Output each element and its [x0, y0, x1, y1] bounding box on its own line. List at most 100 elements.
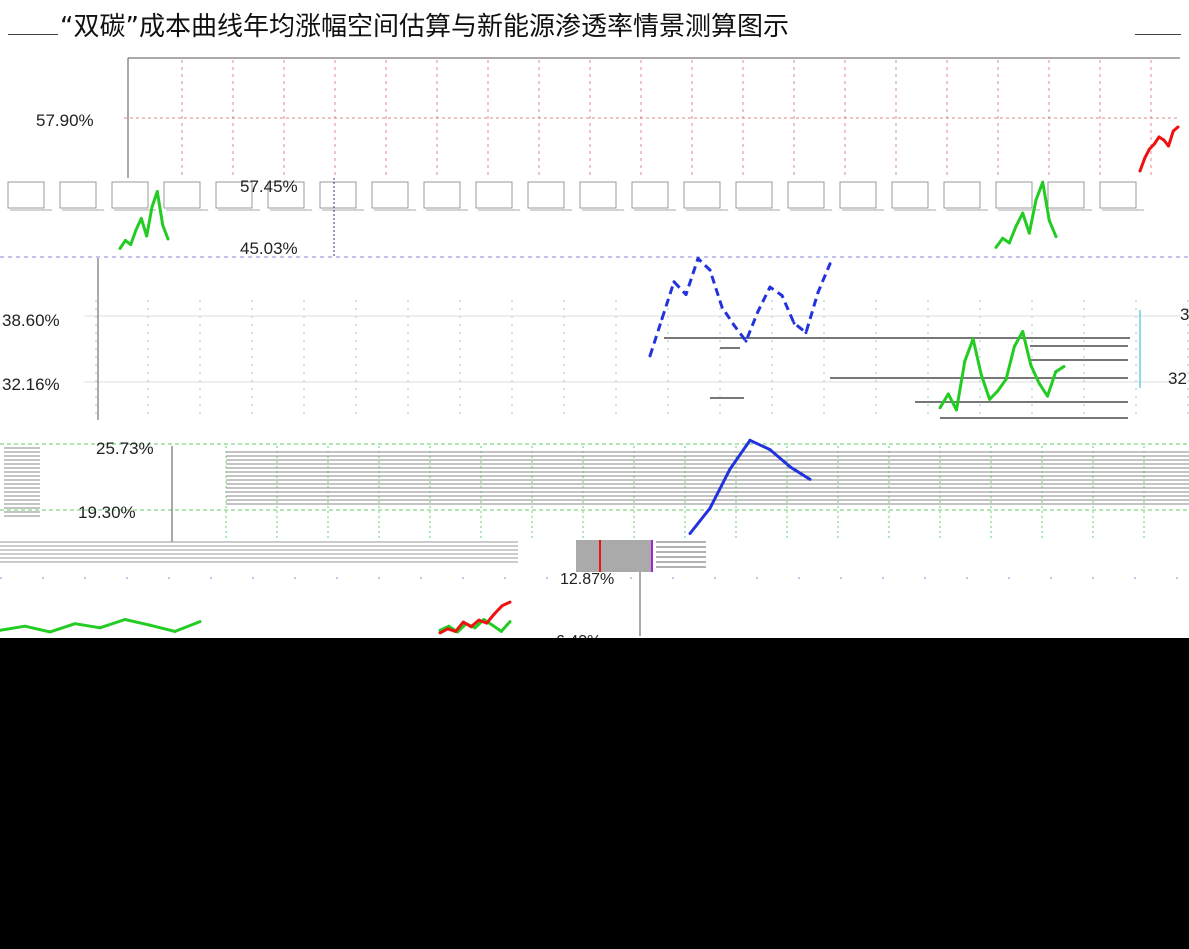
data-point-middle-blue: [660, 317, 664, 321]
data-point-middle-green: [955, 408, 958, 412]
data-point-middle-blue: [792, 321, 796, 325]
data-point-middle-green: [996, 389, 1000, 393]
ytick-label-12-87: 12.87%: [560, 571, 614, 588]
upper-band-bg: [0, 176, 1189, 258]
series-line-middle-upper-green: [994, 180, 1058, 249]
upper-band-box: [111, 181, 149, 209]
upper-band-box: [371, 181, 409, 209]
data-point-lower-blue: [728, 467, 732, 471]
data-point-bottom-red: [485, 621, 489, 625]
series-line-middle-green: [938, 330, 1065, 412]
data-point-middle-blue: [648, 354, 652, 358]
upper-band-box: [423, 181, 461, 209]
upper-band-box: [59, 181, 97, 209]
side-label-right-lower: 32: [1168, 369, 1187, 388]
upper-band-box: [267, 181, 305, 209]
data-point-middle-green: [963, 359, 967, 363]
data-point-middle-green: [1046, 394, 1049, 398]
data-point-middle-blue: [672, 280, 676, 284]
data-point-middle-upper-green: [1034, 198, 1038, 202]
data-point-middle-upper-green: [145, 234, 149, 238]
data-point-top-red: [1152, 142, 1156, 146]
data-point-bottom-red: [508, 600, 512, 604]
data-point-bottom-red: [500, 604, 504, 608]
data-point-middle-blue: [828, 262, 832, 266]
data-point-middle-green: [1021, 330, 1025, 333]
data-point-middle-blue: [720, 305, 724, 309]
data-point-middle-upper-green: [1014, 224, 1018, 228]
data-point-middle-green: [988, 397, 992, 401]
data-point-middle-upper-green: [166, 237, 170, 241]
data-point-bottom-green: [491, 623, 494, 627]
data-point-middle-upper-green: [1054, 235, 1058, 239]
data-point-middle-green: [946, 392, 950, 396]
data-point-middle-upper-green: [1007, 241, 1011, 245]
data-point-middle-blue: [732, 323, 736, 327]
data-point-middle-upper-green: [1021, 211, 1025, 215]
ytick-label-19-30: 19.30%: [78, 503, 136, 522]
data-point-bottom-green: [499, 629, 503, 633]
upper-band-box: [943, 181, 981, 209]
blacked-out-region: [0, 638, 1189, 949]
upper-band-box: [475, 181, 513, 209]
data-point-middle-green: [1054, 370, 1058, 374]
data-point-middle-green: [1037, 381, 1041, 385]
data-point-middle-green: [1012, 344, 1016, 348]
data-point-middle-upper-green: [1041, 180, 1045, 184]
data-point-bottom-green: [73, 622, 77, 626]
lower-band-label-box: [42, 452, 222, 542]
data-point-middle-blue: [804, 331, 808, 335]
data-point-bottom-green: [473, 626, 477, 630]
upper-band-box: [7, 181, 45, 209]
data-point-middle-upper-green: [118, 247, 122, 250]
upper-band-box: [1047, 181, 1085, 209]
ytick-label-45-03: 45.03%: [240, 239, 298, 258]
upper-band-box: [787, 181, 825, 209]
data-point-bottom-green: [48, 630, 52, 634]
data-point-middle-green: [971, 337, 975, 341]
data-point-middle-upper-green: [1027, 231, 1031, 235]
upper-band-box: [1099, 181, 1137, 209]
data-point-middle-green: [938, 406, 942, 410]
data-point-top-red: [1162, 138, 1166, 142]
data-point-middle-blue: [768, 285, 772, 289]
data-point-middle-upper-green: [155, 190, 159, 193]
ytick-label-38-60: 38.60%: [2, 311, 60, 330]
series-line-bottom-red: [439, 600, 511, 635]
data-point-middle-blue: [696, 257, 700, 260]
ytick-label-57-90: 57.90%: [36, 111, 94, 130]
data-point-bottom-green: [98, 626, 102, 630]
data-point-lower-blue: [808, 477, 812, 481]
data-point-top-red: [1171, 129, 1175, 133]
title-rule-left: [8, 34, 58, 35]
data-point-middle-upper-green: [123, 239, 127, 242]
data-point-bottom-green: [123, 618, 127, 621]
data-point-bottom-red: [446, 627, 450, 631]
data-point-middle-upper-green: [129, 243, 133, 246]
data-point-top-red: [1167, 144, 1170, 148]
data-point-middle-upper-green: [161, 223, 165, 227]
data-point-bottom-green: [508, 620, 512, 624]
data-point-top-red: [1143, 156, 1147, 160]
data-point-middle-green: [1004, 377, 1008, 381]
chart-title: “双碳”成本曲线年均涨幅空间估算与新能源渗透率情景测算图示: [60, 12, 789, 42]
data-point-lower-blue: [768, 448, 772, 452]
data-point-middle-blue: [744, 339, 748, 343]
upper-band-box: [631, 181, 669, 209]
series-line-bottom-green: [0, 618, 201, 634]
data-point-middle-blue: [708, 268, 712, 272]
ytick-label-25-73: 25.73%: [96, 439, 154, 458]
data-point-middle-upper-green: [1047, 219, 1051, 223]
data-point-bottom-red: [477, 618, 481, 622]
bottom-gray-block: [576, 540, 652, 572]
series-line-middle-upper-green: [118, 190, 170, 250]
upper-band-box: [995, 181, 1033, 209]
ytick-label-32-16: 32.16%: [2, 375, 60, 394]
upper-band-box: [839, 181, 877, 209]
data-point-bottom-red: [438, 631, 442, 635]
data-point-top-red: [1138, 169, 1142, 173]
data-point-bottom-red: [454, 629, 458, 633]
data-point-bottom-red: [461, 620, 465, 624]
